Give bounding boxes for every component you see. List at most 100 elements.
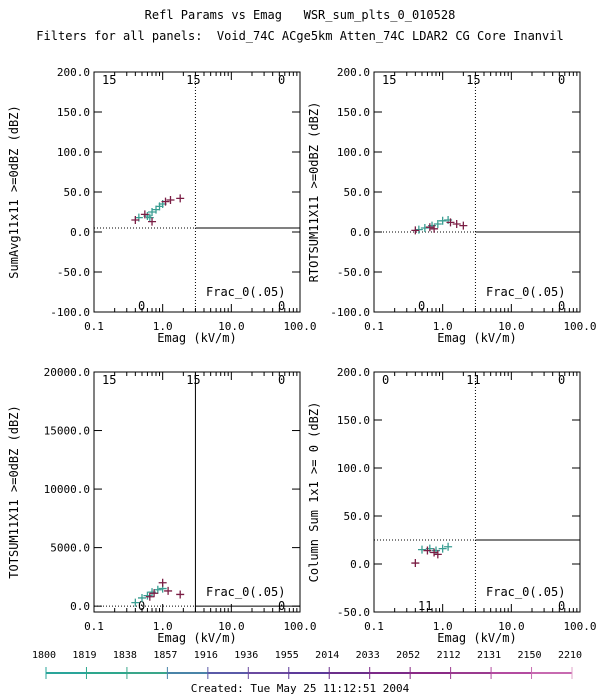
colorbar-tick-label: 1916 xyxy=(194,650,218,661)
y-tick-label: 200.0 xyxy=(337,366,370,379)
count-top-mid: 15 xyxy=(186,73,200,87)
y-tick-label: 0.0 xyxy=(350,226,370,239)
data-point-plus xyxy=(414,225,423,234)
count-top-left: 15 xyxy=(102,73,116,87)
x-axis-label: Emag (kV/m) xyxy=(437,631,516,645)
data-point-plus xyxy=(430,548,439,557)
y-tick-label: 150.0 xyxy=(337,106,370,119)
colorbar-tick-label: 1819 xyxy=(72,650,96,661)
count-top-left: 0 xyxy=(382,373,389,387)
colorbar-tick-label: 1857 xyxy=(153,650,177,661)
data-point-plus xyxy=(176,194,185,203)
y-tick-label: 0.0 xyxy=(70,600,90,613)
data-point-plus xyxy=(420,224,429,232)
plot-frame xyxy=(93,371,301,613)
x-axis-label: Emag (kV/m) xyxy=(157,631,236,645)
x-tick-label: 10.0 xyxy=(498,320,525,333)
y-axis-label: Column Sum 1x1 >= 0 (dBZ) xyxy=(307,402,321,583)
plot-frame xyxy=(93,71,301,313)
y-tick-label: 100.0 xyxy=(337,146,370,159)
data-point-plus xyxy=(161,197,170,206)
y-tick-label: 0.0 xyxy=(70,226,90,239)
y-tick-label: 50.0 xyxy=(64,186,91,199)
x-tick-label: 10.0 xyxy=(498,620,525,633)
y-tick-label: 50.0 xyxy=(344,186,371,199)
x-tick-label: 1.0 xyxy=(433,620,453,633)
data-point-plus xyxy=(153,585,162,594)
colorbar-tick-label: 2210 xyxy=(558,650,582,661)
count-bottom-left: 0 xyxy=(138,299,145,313)
y-tick-label: 50.0 xyxy=(344,510,371,523)
data-point-plus xyxy=(433,550,442,559)
data-point-plus xyxy=(432,546,441,555)
data-point-plus xyxy=(444,542,453,551)
data-point-plus xyxy=(176,590,185,599)
colorbar-tick-label: 1800 xyxy=(32,650,56,661)
x-tick-label: 10.0 xyxy=(218,620,245,633)
count-top-mid: 15 xyxy=(466,73,480,87)
data-point-plus xyxy=(438,216,447,225)
page-title: Refl Params vs Emag WSR_sum_plts_0_01052… xyxy=(144,8,456,22)
frac-label: Frac_0(.05) xyxy=(486,585,565,599)
y-tick-label: 20000.0 xyxy=(44,366,90,379)
data-point-plus xyxy=(150,589,159,598)
data-point-plus xyxy=(446,218,455,227)
data-point-plus xyxy=(438,544,447,553)
x-tick-label: 100.0 xyxy=(563,620,596,633)
y-tick-label: 200.0 xyxy=(337,66,370,79)
y-axis-label: TOTSUM11X11 >=0dBZ (dBZ) xyxy=(7,405,21,578)
count-top-left: 15 xyxy=(102,373,116,387)
plot-frame xyxy=(373,71,581,313)
x-tick-label: 0.1 xyxy=(364,620,384,633)
data-point-plus xyxy=(164,586,173,595)
x-axis-label: Emag (kV/m) xyxy=(157,331,236,345)
plot-frame xyxy=(373,371,581,613)
y-tick-label: 100.0 xyxy=(337,462,370,475)
frac-label: Frac_0(.05) xyxy=(206,285,285,299)
filter-subtitle: Filters for all panels: Void_74C ACge5km… xyxy=(36,29,564,43)
y-tick-label: 200.0 xyxy=(57,66,90,79)
count-top-left: 15 xyxy=(382,73,396,87)
data-point-plus xyxy=(433,220,442,228)
colorbar-tick-label: 1936 xyxy=(234,650,258,661)
count-bottom-right: 0 xyxy=(278,299,285,313)
x-tick-label: 1.0 xyxy=(153,320,173,333)
count-top-mid: 11 xyxy=(466,373,480,387)
data-point-plus xyxy=(131,598,140,607)
y-tick-label: -50.0 xyxy=(337,266,370,279)
x-tick-label: 0.1 xyxy=(84,320,104,333)
data-point-plus xyxy=(417,545,426,554)
y-tick-label: -100.0 xyxy=(330,306,370,319)
count-bottom-right: 0 xyxy=(558,299,565,313)
y-tick-label: 5000.0 xyxy=(50,542,90,555)
data-point-plus xyxy=(166,196,175,204)
colorbar-tick-label: 2112 xyxy=(437,650,461,661)
colorbar-tick-label: 2150 xyxy=(517,650,541,661)
y-tick-label: 0.0 xyxy=(350,558,370,571)
x-axis-label: Emag (kV/m) xyxy=(437,331,516,345)
y-tick-label: -100.0 xyxy=(50,306,90,319)
y-tick-label: 150.0 xyxy=(57,106,90,119)
data-point-plus xyxy=(137,593,146,602)
data-point-plus xyxy=(425,223,434,232)
x-tick-label: 0.1 xyxy=(364,320,384,333)
x-tick-label: 100.0 xyxy=(283,320,316,333)
data-point-plus xyxy=(411,559,420,568)
count-top-mid: 15 xyxy=(186,373,200,387)
y-tick-label: -50.0 xyxy=(57,266,90,279)
data-point-plus xyxy=(459,221,468,230)
x-tick-label: 100.0 xyxy=(283,620,316,633)
x-tick-label: 100.0 xyxy=(563,320,596,333)
colorbar-tick-label: 2014 xyxy=(315,650,339,661)
count-bottom-left: 0 xyxy=(138,599,145,613)
x-tick-label: 0.1 xyxy=(84,620,104,633)
data-point-plus xyxy=(148,217,157,226)
y-tick-label: 15000.0 xyxy=(44,425,90,438)
data-point-plus xyxy=(423,546,432,555)
count-top-right: 0 xyxy=(278,73,285,87)
colorbar-tick-label: 2131 xyxy=(477,650,501,661)
count-bottom-left: 11 xyxy=(418,599,432,613)
data-point-plus xyxy=(411,226,420,235)
data-point-plus xyxy=(430,224,439,233)
